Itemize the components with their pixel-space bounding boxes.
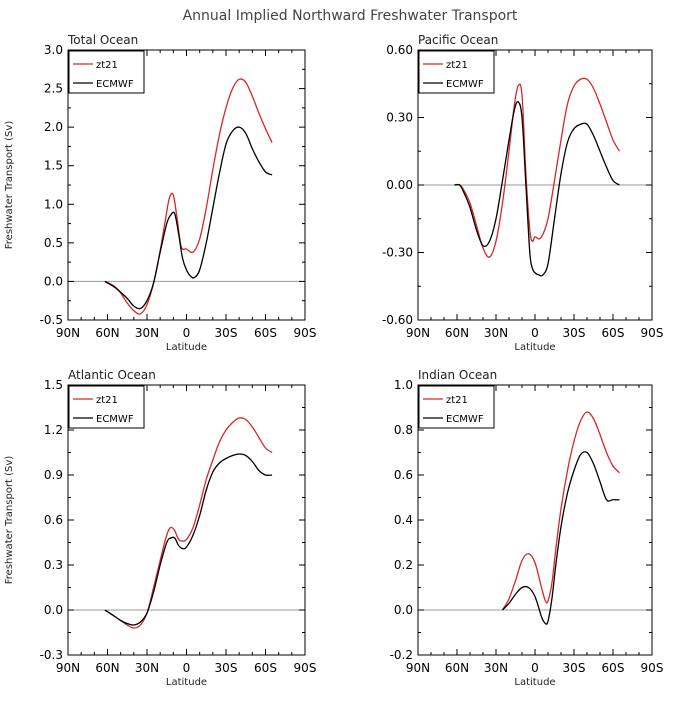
x-tick-label: 30N (135, 661, 159, 675)
x-tick-label: 0 (531, 326, 539, 340)
x-tick-label: 90N (56, 326, 80, 340)
series-line-ecmwf (104, 453, 273, 626)
y-tick-label: 1.5 (44, 159, 63, 173)
x-tick-label: 30N (135, 326, 159, 340)
panel-2: 90N 60N 30N 0 30S 60S 90S -0.60 -0.30 0.00 0.30 0.6… (382, 33, 664, 353)
legend-label: zt21 (96, 395, 118, 406)
x-tick-label: 60S (254, 661, 277, 675)
x-tick-label: 60N (445, 326, 469, 340)
y-tick-label: -0.5 (40, 313, 63, 327)
y-tick-label: 1.5 (44, 378, 63, 392)
y-tick-label: -0.60 (382, 313, 413, 327)
y-tick-label: 0.6 (394, 468, 413, 482)
y-tick-label: -0.30 (382, 246, 413, 260)
series-line-ecmwf (104, 126, 273, 310)
legend-label: zt21 (446, 60, 468, 71)
y-tick-label: 0.3 (44, 558, 63, 572)
series-line-zt21 (501, 411, 620, 611)
x-tick-label: 0 (183, 326, 191, 340)
legend-label: zt21 (96, 60, 118, 71)
y-tick-label: 2.5 (44, 82, 63, 96)
y-tick-label: 3.0 (44, 43, 63, 57)
y-tick-label: 0.0 (44, 603, 63, 617)
x-tick-label: 60S (602, 326, 625, 340)
legend-box (68, 50, 145, 94)
series-line-zt21 (454, 77, 621, 258)
x-tick-label: 60S (254, 326, 277, 340)
x-tick-label: 30S (215, 326, 238, 340)
x-tick-label: 30S (563, 326, 586, 340)
legend-box (68, 385, 145, 429)
y-tick-label: 1.2 (44, 423, 63, 437)
y-tick-label: 0.2 (394, 558, 413, 572)
x-tick-label: 30S (215, 661, 238, 675)
y-tick-label: 0.8 (394, 423, 413, 437)
panel-title: Pacific Ocean (418, 33, 498, 47)
x-tick-label: 0 (531, 661, 539, 675)
x-axis-label: Latitude (514, 342, 555, 353)
x-axis-label: Latitude (166, 342, 207, 353)
x-tick-label: 90S (641, 326, 664, 340)
y-tick-label: 2.0 (44, 120, 63, 134)
x-tick-label: 30N (484, 326, 508, 340)
series-line-zt21 (104, 417, 273, 629)
x-tick-label: 90N (406, 661, 430, 675)
x-tick-label: 0 (183, 661, 191, 675)
legend-label: ECMWF (96, 79, 134, 90)
y-axis-label: Freshwater Transport (Sv) (4, 456, 15, 585)
legend-box (418, 50, 495, 94)
y-tick-label: 1.0 (44, 197, 63, 211)
series-line-ecmwf (502, 451, 620, 625)
series-line-zt21 (104, 78, 273, 315)
panel-1: 90N 60N 30N 0 30S 60S 90S -0.5 0.0 0.5 1.0 1.5 2.0 2.… (4, 33, 316, 353)
y-tick-label: 0.5 (44, 236, 63, 250)
y-tick-label: -0.2 (390, 648, 413, 662)
x-axis-label: Latitude (166, 677, 207, 688)
panel-3: 90N 60N 30N 0 30S 60S 90S -0.3 0.0 0.3 0.6 0.9 1.2 1.… (4, 368, 316, 688)
x-tick-label: 60S (602, 661, 625, 675)
y-tick-label: 0.4 (394, 513, 413, 527)
x-tick-label: 60N (95, 661, 119, 675)
y-tick-label: 0.60 (386, 43, 413, 57)
legend-label: zt21 (446, 395, 468, 406)
y-tick-label: 1.0 (394, 378, 413, 392)
x-tick-label: 30N (484, 661, 508, 675)
panel-title: Total Ocean (67, 33, 138, 47)
panel-title: Indian Ocean (418, 368, 497, 382)
y-axis-label: Freshwater Transport (Sv) (4, 121, 15, 250)
series-line-ecmwf (454, 100, 620, 277)
y-tick-label: 0.0 (394, 603, 413, 617)
x-tick-label: 60N (445, 661, 469, 675)
legend-label: ECMWF (446, 79, 484, 90)
legend-label: ECMWF (446, 414, 484, 425)
x-tick-label: 90S (294, 326, 317, 340)
legend-label: ECMWF (96, 414, 134, 425)
y-tick-label: 0.6 (44, 513, 63, 527)
y-tick-label: -0.3 (40, 648, 63, 662)
panel-4: 90N 60N 30N 0 30S 60S 90S -0.2 0.0 0.2 0.4 0.6 0.8 1.… (390, 368, 664, 688)
x-tick-label: 30S (563, 661, 586, 675)
x-tick-label: 90N (406, 326, 430, 340)
x-tick-label: 90S (294, 661, 317, 675)
x-axis-label: Latitude (514, 677, 555, 688)
y-tick-label: 0.0 (44, 274, 63, 288)
legend-box (418, 385, 495, 429)
x-tick-label: 90S (641, 661, 664, 675)
x-tick-label: 60N (95, 326, 119, 340)
y-tick-label: 0.00 (386, 178, 413, 192)
figure-title: Annual Implied Northward Freshwater Tran… (183, 8, 518, 24)
y-tick-label: 0.30 (386, 111, 413, 125)
x-tick-label: 90N (56, 661, 80, 675)
y-tick-label: 0.9 (44, 468, 63, 482)
panel-title: Atlantic Ocean (68, 368, 156, 382)
